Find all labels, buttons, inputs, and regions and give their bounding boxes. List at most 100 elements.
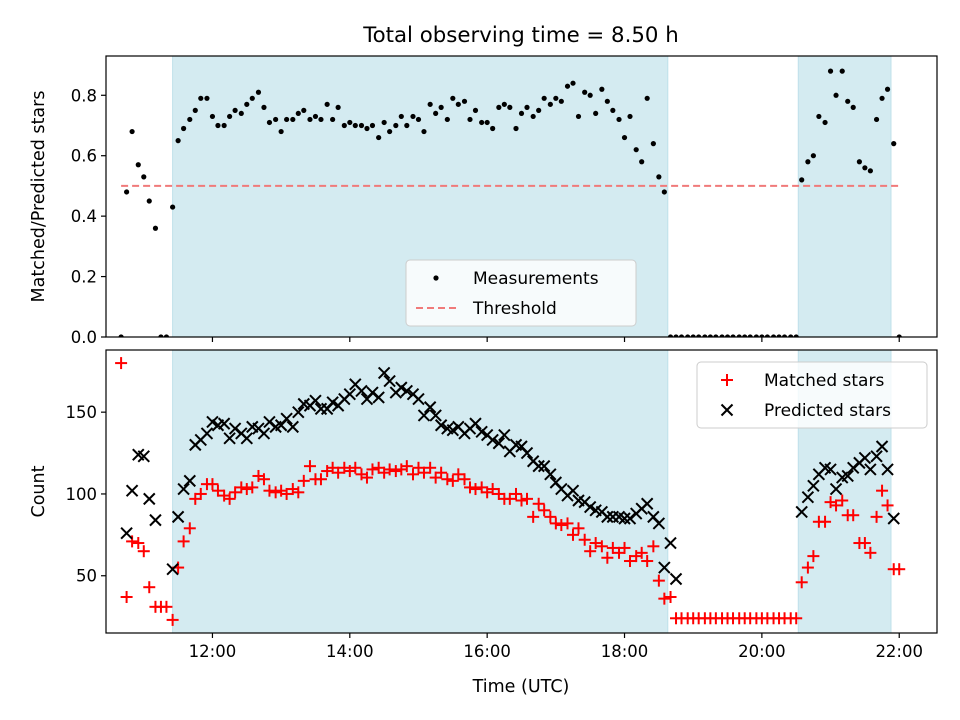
predicted-stars-point-52 [429,409,442,422]
matched-stars-point-47 [383,463,396,476]
measurements-point-136 [896,334,902,337]
measurements-point-83 [593,110,599,117]
measurements-point-124 [827,68,834,74]
measurements-point-96 [667,334,674,337]
measurements-point-58 [450,95,456,101]
measurements-point-88 [621,134,628,141]
matched-stars-point-80 [572,522,585,535]
matched-stars-point-61 [463,481,476,494]
measurements-point-2 [129,128,135,135]
measurements-point-52 [415,116,422,123]
legend-label-threshold: Threshold [472,299,557,319]
measurements-point-45 [376,134,382,141]
measurements-point-111 [753,334,759,337]
matched-stars-point-79 [567,528,580,541]
measurements-point-31 [295,110,301,117]
measurements-point-94 [656,174,662,180]
matched-stars-point-14 [194,487,207,500]
matched-stars-point-73 [532,497,545,510]
measurements-point-120 [805,159,811,165]
measurements-point-77 [558,98,564,104]
measurements-point-44 [369,122,376,129]
measurements-point-14 [198,95,204,101]
matched-stars-point-96 [664,591,677,604]
matched-stars-point-71 [520,492,533,505]
measurements-point-93 [650,141,656,147]
matched-stars-point-132 [870,510,883,523]
predicted-stars-point-95 [795,505,808,519]
matched-stars-point-23 [246,481,259,494]
matched-stars-point-38 [332,466,345,479]
matched-stars-point-128 [847,509,860,522]
measurements-point-41 [352,122,358,129]
measurements-point-21 [238,110,244,117]
predicted-stars-point-44 [383,374,396,388]
measurements-point-123 [822,119,828,126]
legend-swatch-matched-stars [721,374,733,386]
measurements-point-73 [536,107,542,113]
axes-frame [105,349,938,634]
measurements-point-53 [421,128,427,135]
x-axis-label: Time (UTC) [472,677,570,697]
matched-stars-point-77 [555,519,568,532]
x-tick-label-2: 16:00 [463,642,511,661]
x-tick-label-0: 12:00 [189,642,237,661]
measurements-point-129 [856,159,862,165]
matched-stars-point-31 [292,486,305,499]
predicted-stars-point-72 [544,468,557,481]
measurements-point-98 [678,334,685,337]
measurements-point-15 [204,95,210,101]
measurements-point-17 [215,122,221,129]
measurements-point-67 [501,101,507,107]
predicted-stars-point-53 [434,419,448,432]
measurements-point-30 [290,116,296,123]
matched-stars-point-33 [303,460,316,473]
matched-stars-point-8 [160,600,173,613]
predicted-stars-point-93 [664,536,677,550]
measurements-point-24 [255,89,262,95]
predicted-stars-point-1 [125,484,139,497]
matched-stars-point-94 [652,574,665,587]
measurements-point-75 [547,101,553,107]
measurements-point-134 [884,86,891,92]
matched-stars-point-68 [503,492,516,505]
measurements-point-36 [324,101,330,107]
predicted-stars-point-15 [217,417,231,430]
measurements-point-62 [472,107,479,113]
measurements-point-92 [644,95,650,101]
measurements-point-108 [736,334,742,337]
measurements-point-16 [209,113,216,120]
matched-stars-point-134 [881,499,894,512]
measurements-point-133 [879,95,885,101]
matched-stars-point-41 [349,461,362,474]
x-tick-label-1: 14:00 [326,642,374,661]
y-tick-label-2: 0.4 [71,207,97,226]
matched-stars-point-123 [819,515,832,528]
measurements-point-61 [467,116,473,123]
predicted-stars-point-100 [824,463,837,476]
matched-stars-point-130 [858,537,871,550]
y-axis-label: Count [29,465,49,517]
predicted-stars-point-39 [355,384,368,398]
predicted-stars-point-51 [423,401,437,414]
predicted-stars-point-60 [475,425,488,438]
matched-stars-point-76 [549,517,562,530]
measurements-point-99 [685,334,691,337]
measurements-point-90 [633,147,639,153]
measurements-point-79 [570,80,576,86]
measurements-point-47 [387,128,393,135]
predicted-stars-point-42 [372,391,385,404]
matched-stars-point-88 [618,541,631,554]
legend: Measurements Threshold [405,259,637,327]
x-tick-label-5: 22:00 [875,642,923,661]
y-tick-label-1: 100 [66,485,98,504]
measurements-point-7 [158,334,164,337]
x-tick-label-4: 20:00 [738,642,786,661]
predicted-stars-point-12 [200,427,214,440]
measurements-point-48 [393,122,399,129]
measurements-point-56 [438,104,444,110]
measurements-point-9 [170,204,176,210]
measurements-point-66 [496,104,502,110]
measurements-point-74 [541,95,547,101]
measurements-point-130 [862,165,868,171]
